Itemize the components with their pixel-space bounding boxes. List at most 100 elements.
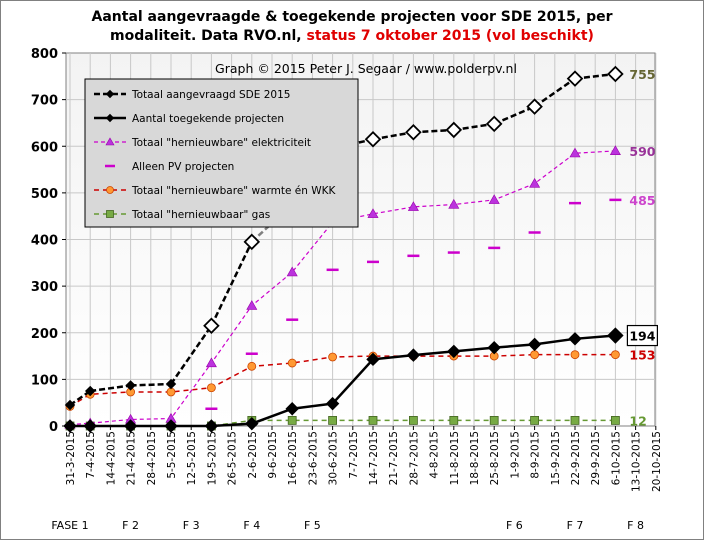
x-tick-label: 4-8-2015 xyxy=(429,431,441,479)
data-point xyxy=(64,399,76,411)
x-tick-label: 29-9-2015 xyxy=(590,431,602,485)
x-tick-label: 15-9-2015 xyxy=(550,431,562,485)
x-tick-label: 11-8-2015 xyxy=(449,431,461,485)
legend-label: Totaal aangevraagd SDE 2015 xyxy=(131,89,290,101)
data-point xyxy=(568,332,582,346)
x-tick-label: 21-4-2015 xyxy=(126,431,138,485)
legend-label: Totaal "hernieuwbare" elektriciteit xyxy=(131,137,311,149)
phase-label: F 2 xyxy=(122,519,139,532)
legend-item: Totaal "hernieuwbaar" gas xyxy=(94,209,270,221)
y-tick-label: 300 xyxy=(31,280,58,295)
title-line-1: Aantal aangevraagde & toegekende project… xyxy=(91,9,613,25)
data-point xyxy=(607,327,624,344)
legend-label: Aantal toegekende projecten xyxy=(132,113,284,125)
phase-label: F 5 xyxy=(304,519,321,532)
legend-item: Aantal toegekende projecten xyxy=(94,113,284,125)
data-point xyxy=(203,317,220,335)
phase-label: F 3 xyxy=(183,519,200,532)
x-tick-label: 6-10-2015 xyxy=(610,431,622,485)
data-point xyxy=(489,416,499,425)
data-point xyxy=(105,89,115,99)
data-point xyxy=(243,233,261,251)
data-point xyxy=(286,266,298,277)
phase-labels: FASE 1 F 2 F 3 F 4 F 5 F 6 F 7 F 8 xyxy=(51,519,644,532)
chart-title: Aantal aangevraagde & toegekende project… xyxy=(0,8,704,46)
end-label: 485 xyxy=(629,193,655,208)
data-point xyxy=(328,416,338,425)
data-point xyxy=(165,378,177,390)
data-point xyxy=(205,357,217,368)
data-point xyxy=(364,130,382,148)
horizontal-gridlines xyxy=(66,99,655,380)
data-point xyxy=(206,383,216,393)
data-point xyxy=(530,416,539,425)
series-segment xyxy=(413,128,454,134)
legend-box xyxy=(84,78,359,228)
x-tick-label: 16-6-2015 xyxy=(287,431,299,485)
series-segment xyxy=(372,131,414,141)
legend-label: Totaal "hernieuwbare" warmte én WKK xyxy=(131,185,336,197)
x-tick-label: 5-5-2015 xyxy=(166,431,178,479)
legend-label: Totaal "hernieuwbaar" gas xyxy=(131,209,270,221)
series-segment xyxy=(210,241,253,327)
title-status: status 7 oktober 2015 (vol beschikt) xyxy=(306,28,594,44)
x-tick-label: 18-8-2015 xyxy=(469,431,481,485)
data-point xyxy=(368,416,378,425)
end-label-box xyxy=(626,324,659,347)
data-point xyxy=(328,352,338,362)
series-segment xyxy=(453,122,495,132)
x-tick-label: 28-7-2015 xyxy=(408,431,420,485)
phase-label: F 8 xyxy=(627,519,644,532)
legend: Totaal aangevraagd SDE 2015 Aantal toegek… xyxy=(84,78,359,228)
data-point xyxy=(285,402,299,416)
phase-label: F 6 xyxy=(506,519,523,532)
end-label: 590 xyxy=(629,144,655,159)
x-tick-label: 26-5-2015 xyxy=(227,431,239,485)
x-tick-label: 14-7-2015 xyxy=(368,431,380,485)
x-tick-label: 1-9-2015 xyxy=(509,431,521,479)
x-tick-label: 7-4-2015 xyxy=(85,431,97,479)
data-point xyxy=(530,350,539,360)
data-point xyxy=(287,358,297,368)
y-tick-label: 600 xyxy=(31,140,58,155)
data-point xyxy=(325,396,340,411)
end-label: 153 xyxy=(629,348,655,363)
series-line xyxy=(69,150,616,426)
data-point xyxy=(527,337,542,352)
series-pv xyxy=(205,198,622,410)
y-axis: 0 100 200 300 400 500 600 700 800 xyxy=(31,47,66,435)
title-line-2-black: modaliteit. Data RVO.nl, xyxy=(110,28,307,44)
credit-text: Graph © 2015 Peter J. Segaar / www.polde… xyxy=(215,61,517,76)
data-point xyxy=(569,147,581,158)
series-segment xyxy=(574,72,616,80)
x-tick-label: 8-9-2015 xyxy=(530,431,542,479)
data-point xyxy=(448,198,460,209)
y-tick-label: 200 xyxy=(31,327,58,342)
y-tick-label: 400 xyxy=(31,234,58,249)
x-tick-label: 12-5-2015 xyxy=(186,431,198,485)
x-tick-label: 22-9-2015 xyxy=(570,431,582,485)
data-point xyxy=(485,115,503,133)
x-tick-label: 21-7-2015 xyxy=(388,431,400,485)
data-point xyxy=(246,300,258,310)
series-segment xyxy=(69,390,91,407)
data-point xyxy=(447,344,461,359)
data-point xyxy=(570,350,580,360)
legend-item: Totaal aangevraagd SDE 2015 xyxy=(94,89,290,101)
data-point xyxy=(611,416,620,425)
phase-label: F 7 xyxy=(567,519,584,532)
data-point xyxy=(449,416,459,425)
series-segment xyxy=(169,325,213,385)
series-segment xyxy=(130,382,172,387)
data-point xyxy=(529,177,541,188)
end-label: 755 xyxy=(629,67,655,82)
data-point xyxy=(367,208,379,218)
data-point xyxy=(287,416,297,425)
x-tick-label: 31-3-2015 xyxy=(65,431,77,485)
x-tick-label: 25-8-2015 xyxy=(489,431,501,485)
data-point xyxy=(488,194,500,204)
data-point xyxy=(366,352,380,367)
data-point xyxy=(405,123,422,141)
x-tick-label: 20-10-2015 xyxy=(651,431,663,492)
series-totaal xyxy=(64,65,624,411)
